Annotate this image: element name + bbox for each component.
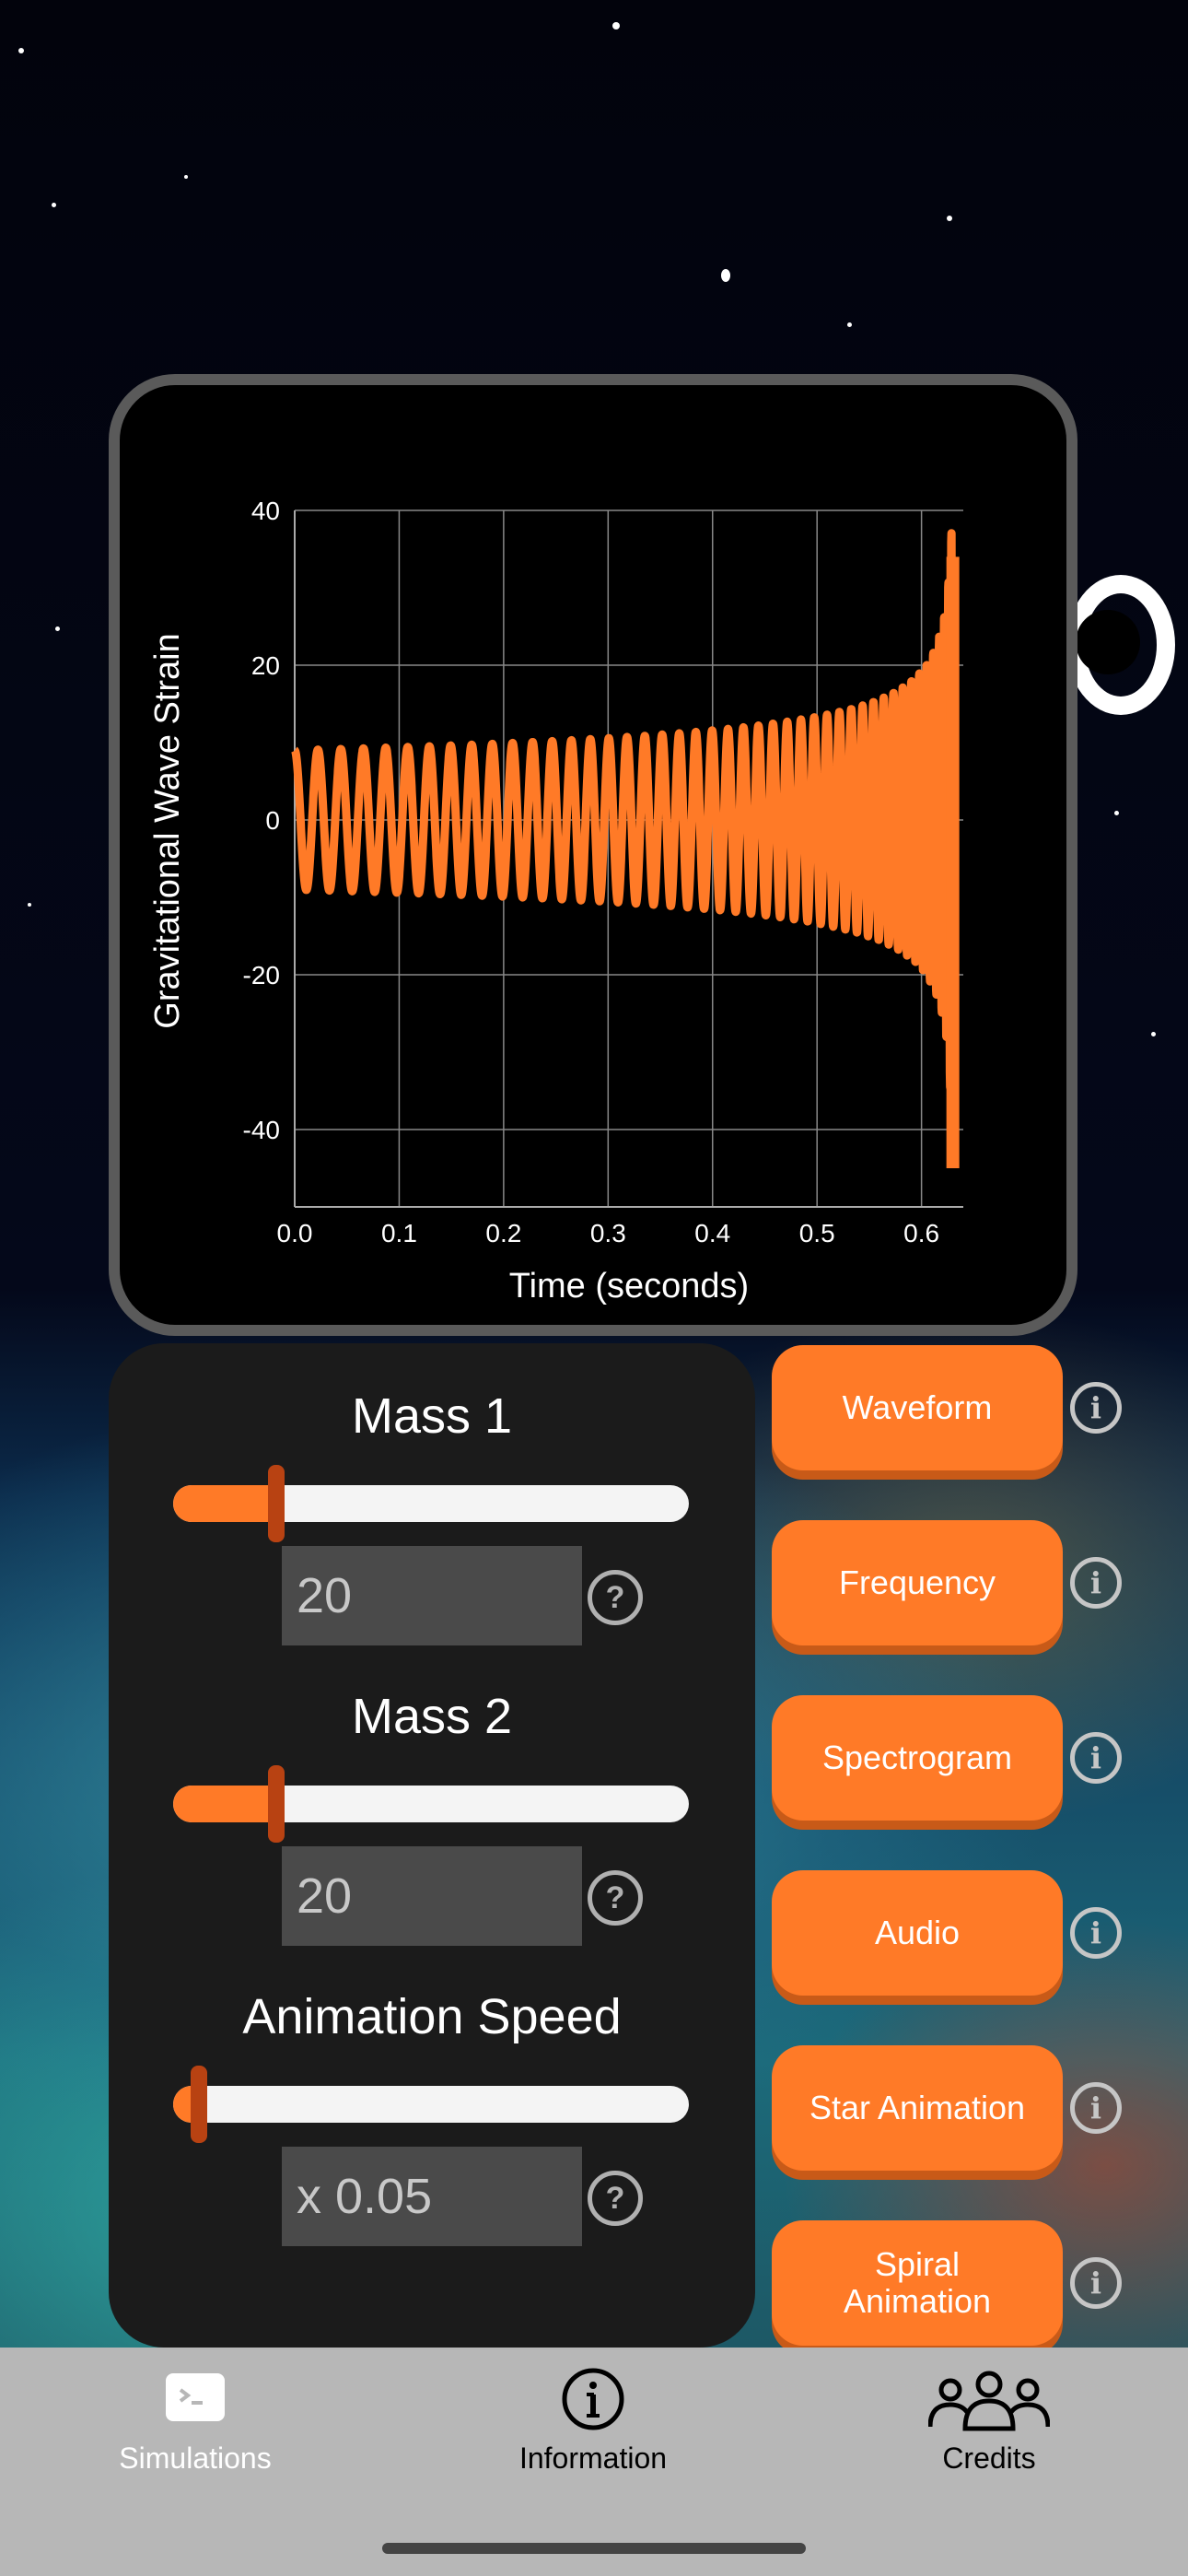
- tab-information[interactable]: Information: [455, 2348, 731, 2576]
- tab-bar: Simulations Information Credits: [0, 2348, 1188, 2576]
- waveform-chart: 0.0 0.1 0.2 0.3 0.4 0.5 0.6 40 20 0 -20 -40 Time (se…: [148, 497, 963, 1306]
- home-indicator: [382, 2543, 806, 2554]
- star: [52, 203, 56, 207]
- spectrogram-button[interactable]: Spectrogram: [772, 1695, 1063, 1821]
- waveform-chart-card: 0.0 0.1 0.2 0.3 0.4 0.5 0.6 40 20 0 -20 -40 Time (se…: [109, 374, 1077, 1336]
- tab-credits-label: Credits: [942, 2441, 1036, 2475]
- spectrogram-info-icon[interactable]: i: [1070, 1732, 1122, 1784]
- tab-credits[interactable]: Credits: [851, 2348, 1127, 2576]
- mass2-slider-fill: [173, 1786, 276, 1822]
- waveform-series: [290, 529, 957, 1118]
- mass2-slider[interactable]: [173, 1786, 689, 1822]
- mass2-value-field[interactable]: 20: [282, 1846, 582, 1946]
- audio-button[interactable]: Audio: [772, 1870, 1063, 1996]
- tab-simulations[interactable]: Simulations: [57, 2348, 333, 2576]
- terminal-icon: [166, 2373, 225, 2421]
- star: [28, 903, 31, 907]
- spiral-animation-button[interactable]: Spiral Animation: [772, 2220, 1063, 2346]
- x-tick-label: 0.0: [277, 1219, 313, 1247]
- speed-slider-thumb[interactable]: [191, 2066, 207, 2143]
- star: [847, 322, 852, 327]
- speed-value-field[interactable]: x 0.05: [282, 2147, 582, 2246]
- y-tick-label: 20: [251, 651, 280, 680]
- x-tick-label: 0.1: [381, 1219, 417, 1247]
- waveform-button[interactable]: Waveform: [772, 1345, 1063, 1470]
- mass1-slider-thumb[interactable]: [268, 1465, 285, 1542]
- y-tick-label: -20: [243, 961, 280, 989]
- star-animation-info-icon[interactable]: i: [1070, 2082, 1122, 2134]
- star: [1151, 1032, 1156, 1036]
- mass2-slider-thumb[interactable]: [268, 1765, 285, 1843]
- x-tick-label: 0.6: [903, 1219, 939, 1247]
- x-tick-label: 0.5: [799, 1219, 835, 1247]
- mass2-title: Mass 2: [351, 1689, 513, 1744]
- controls-panel: Mass 1 20 ? Mass 2 20 ? Animation Speed …: [109, 1343, 755, 2348]
- mass1-help-icon[interactable]: ?: [588, 1570, 643, 1625]
- spiral-animation-info-icon[interactable]: i: [1070, 2257, 1122, 2309]
- mass1-slider[interactable]: [173, 1485, 689, 1522]
- mass1-value-field[interactable]: 20: [282, 1546, 582, 1645]
- y-tick-label: 0: [265, 806, 280, 835]
- star: [721, 269, 730, 282]
- star: [55, 626, 60, 631]
- star: [184, 175, 188, 179]
- star-animation-button[interactable]: Star Animation: [772, 2045, 1063, 2171]
- star: [18, 48, 24, 53]
- x-tick-label: 0.2: [485, 1219, 521, 1247]
- people-icon: [928, 2371, 1050, 2431]
- frequency-button[interactable]: Frequency: [772, 1520, 1063, 1645]
- speed-help-icon[interactable]: ?: [588, 2171, 643, 2226]
- tab-information-label: Information: [518, 2441, 668, 2475]
- star: [612, 22, 620, 29]
- mass1-slider-fill: [173, 1485, 276, 1522]
- moon-icon: [1066, 575, 1175, 715]
- x-axis-label: Time (seconds): [509, 1267, 749, 1306]
- waveform-info-icon[interactable]: i: [1070, 1382, 1122, 1434]
- tab-simulations-label: Simulations: [119, 2441, 272, 2475]
- star: [1114, 811, 1119, 815]
- frequency-info-icon[interactable]: i: [1070, 1557, 1122, 1609]
- speed-slider[interactable]: [173, 2086, 689, 2123]
- x-tick-label: 0.3: [590, 1219, 626, 1247]
- audio-info-icon[interactable]: i: [1070, 1907, 1122, 1959]
- info-circle-icon: [562, 2368, 624, 2430]
- y-axis-label: Gravitational Wave Strain: [148, 633, 187, 1028]
- mass1-title: Mass 1: [351, 1388, 513, 1444]
- x-tick-label: 0.4: [694, 1219, 730, 1247]
- mass2-help-icon[interactable]: ?: [588, 1870, 643, 1926]
- y-tick-label: 40: [251, 497, 280, 525]
- y-tick-label: -40: [243, 1116, 280, 1144]
- speed-title: Animation Speed: [242, 1989, 622, 2044]
- star: [947, 216, 952, 221]
